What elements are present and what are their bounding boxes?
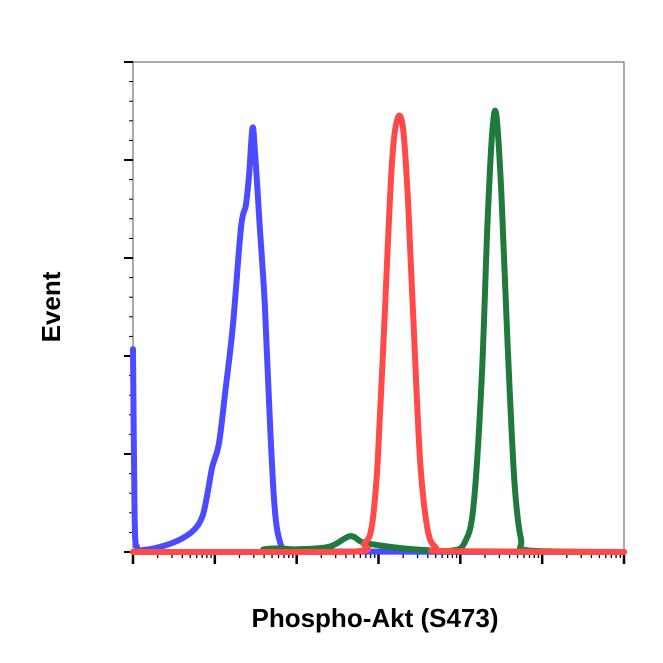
- series-line-1: [130, 124, 627, 555]
- series-layer: [130, 107, 627, 556]
- y-axis-title: Event: [36, 271, 66, 342]
- x-axis-title: Phospho-Akt (S473): [251, 603, 498, 633]
- series-line-3: [130, 112, 627, 556]
